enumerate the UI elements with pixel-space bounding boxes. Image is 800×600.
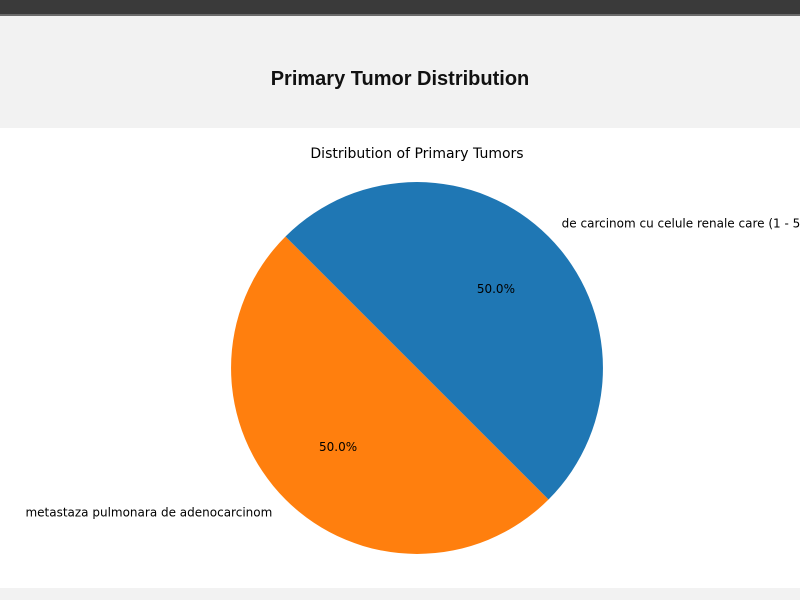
pie-slice-1 bbox=[285, 182, 603, 500]
pie-labels: 50.0% metastaza pulmonara de adenocarcino… bbox=[25, 216, 800, 519]
chart-panel: Distribution of Primary Tumors 50.0% meta… bbox=[0, 128, 800, 588]
pie-slice-pct-label-0: 50.0% bbox=[319, 440, 357, 454]
page-header bbox=[0, 16, 800, 128]
bottom-strip bbox=[0, 588, 800, 600]
window-top-bar bbox=[0, 0, 800, 16]
pie-slice-pct-label-1: 50.0% bbox=[477, 282, 515, 296]
pie-slice-0 bbox=[231, 236, 549, 554]
pie-slices bbox=[231, 182, 603, 554]
chart-title: Distribution of Primary Tumors bbox=[310, 146, 523, 162]
page-title: Primary Tumor Distribution bbox=[270, 68, 530, 90]
pie-chart: Distribution of Primary Tumors 50.0% meta… bbox=[25, 146, 800, 554]
pie-slice-label-0: metastaza pulmonara de adenocarcinom bbox=[25, 506, 272, 520]
pie-slice-label-1: de carcinom cu celule renale care (1 - 5… bbox=[562, 216, 800, 230]
